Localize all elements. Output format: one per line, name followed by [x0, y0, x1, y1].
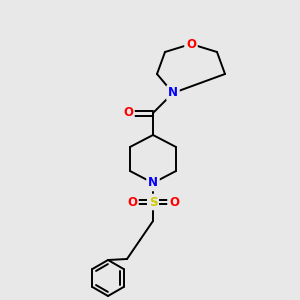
Text: N: N [168, 86, 178, 100]
Text: N: N [148, 176, 158, 190]
Text: O: O [127, 196, 137, 208]
Text: O: O [123, 106, 133, 119]
Text: S: S [149, 196, 157, 208]
Text: O: O [186, 38, 196, 50]
Text: O: O [169, 196, 179, 208]
